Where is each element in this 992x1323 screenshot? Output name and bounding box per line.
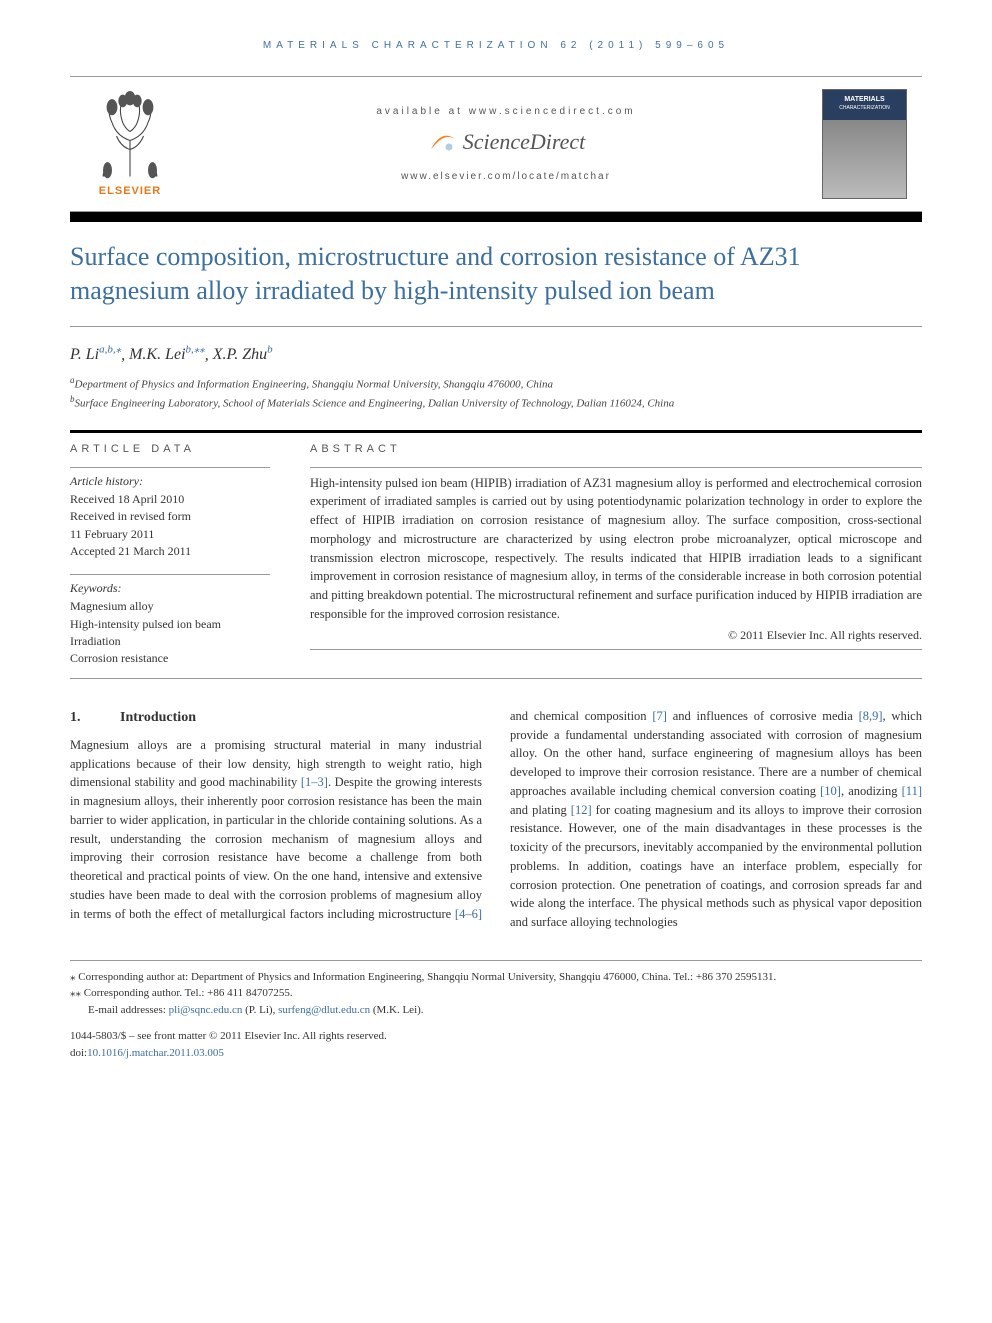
email-who: (M.K. Lei). [370,1004,423,1016]
sciencedirect-logo[interactable]: ScienceDirect [190,127,822,157]
body-columns: 1.Introduction Magnesium alloys are a pr… [70,707,922,932]
info-rule [70,430,922,433]
publisher-logo-block: ELSEVIER [70,91,190,197]
author: P. Lia,b,⁎ [70,346,121,363]
ref-link[interactable]: 6] [472,907,482,921]
author-name: X.P. Zhu [213,346,267,363]
article-data-col: ARTICLE DATA Article history: Received 1… [70,443,270,668]
email-line: E-mail addresses: pli@sqnc.edu.cn (P. Li… [70,1002,922,1019]
info-block: ARTICLE DATA Article history: Received 1… [70,443,922,668]
doi-line: doi:10.1016/j.matchar.2011.03.005 [70,1045,922,1062]
author: M.K. Leib,⁎⁎ [129,346,205,363]
history-item: Received 18 April 2010 [70,491,270,508]
aff-link[interactable]: b, [186,344,194,356]
abstract-label: ABSTRACT [310,443,922,455]
journal-cover [822,89,922,199]
front-matter: 1044-5803/$ – see front matter © 2011 El… [70,1028,922,1061]
emails-label: E-mail addresses: [88,1004,166,1016]
history-item: Accepted 21 March 2011 [70,543,270,560]
history-item: Received in revised form [70,508,270,525]
history-label: Article history: [70,474,270,489]
rule [310,649,922,650]
cover-thumbnail [822,89,907,199]
sd-swoosh-icon [427,127,457,157]
banner-center: available at www.sciencedirect.com Scien… [190,106,822,182]
issn-line: 1044-5803/$ – see front matter © 2011 El… [70,1028,922,1045]
aff-link[interactable]: a,b, [99,344,116,356]
title-bar-top [70,212,922,222]
abstract-copyright: © 2011 Elsevier Inc. All rights reserved… [310,628,922,643]
running-head: MATERIALS CHARACTERIZATION 62 (2011) 599… [70,40,922,51]
affiliation-a: aDepartment of Physics and Information E… [70,374,922,393]
doi-link[interactable]: 10.1016/j.matchar.2011.03.005 [87,1047,224,1059]
corr-footnote-2: ⁎⁎ Corresponding author. Tel.: +86 411 8… [70,985,922,1002]
ref-link[interactable]: [8,9] [859,709,883,723]
article-title: Surface composition, microstructure and … [70,222,922,326]
elsevier-logo: ELSEVIER [85,91,175,197]
keywords-label: Keywords: [70,581,270,596]
elsevier-tree-icon [85,91,175,181]
email-who: (P. Li), [242,1004,278,1016]
rule [70,574,270,575]
affiliations: aDepartment of Physics and Information E… [70,374,922,412]
journal-url[interactable]: www.elsevier.com/locate/matchar [190,171,822,182]
author-list: P. Lia,b,⁎, M.K. Leib,⁎⁎, X.P. Zhub [70,343,922,364]
author: X.P. Zhub [213,346,273,363]
section-heading: 1.Introduction [70,707,482,728]
ref-link[interactable]: [11] [902,784,922,798]
footnotes: ⁎ Corresponding author at: Department of… [70,960,922,1019]
ref-link[interactable]: [7] [652,709,667,723]
keyword: Magnesium alloy [70,598,270,615]
ref-link[interactable]: [1–3] [301,775,328,789]
sd-wordmark: ScienceDirect [463,129,586,155]
ref-link[interactable]: [10] [820,784,841,798]
keyword: Irradiation [70,633,270,650]
keyword: Corrosion resistance [70,650,270,667]
ref-link[interactable]: [4– [455,907,472,921]
affiliation-b: bSurface Engineering Laboratory, School … [70,393,922,412]
email-link[interactable]: surfeng@dlut.edu.cn [278,1004,370,1016]
publisher-name: ELSEVIER [99,185,161,197]
corr-mark[interactable]: ⁎ [116,344,122,356]
history-item: 11 February 2011 [70,526,270,543]
journal-banner: ELSEVIER available at www.sciencedirect.… [70,76,922,212]
section-title: Introduction [120,710,196,725]
title-rule [70,326,922,327]
body-paragraph: Magnesium alloys are a promising structu… [70,707,922,932]
rule [70,467,270,468]
corr-mark[interactable]: ⁎⁎ [194,344,205,356]
corr-footnote-1: ⁎ Corresponding author at: Department of… [70,969,922,986]
available-at: available at www.sciencedirect.com [190,106,822,117]
info-rule-end [70,678,922,679]
article-data-label: ARTICLE DATA [70,443,270,455]
keyword: High-intensity pulsed ion beam [70,616,270,633]
rule [310,467,922,468]
abstract-text: High-intensity pulsed ion beam (HIPIB) i… [310,474,922,624]
section-number: 1. [70,707,120,728]
abstract-col: ABSTRACT High-intensity pulsed ion beam … [310,443,922,668]
author-name: P. Li [70,346,99,363]
author-name: M.K. Lei [129,346,185,363]
aff-link[interactable]: b [267,344,273,356]
ref-link[interactable]: [12] [571,803,592,817]
email-link[interactable]: pli@sqnc.edu.cn [169,1004,243,1016]
